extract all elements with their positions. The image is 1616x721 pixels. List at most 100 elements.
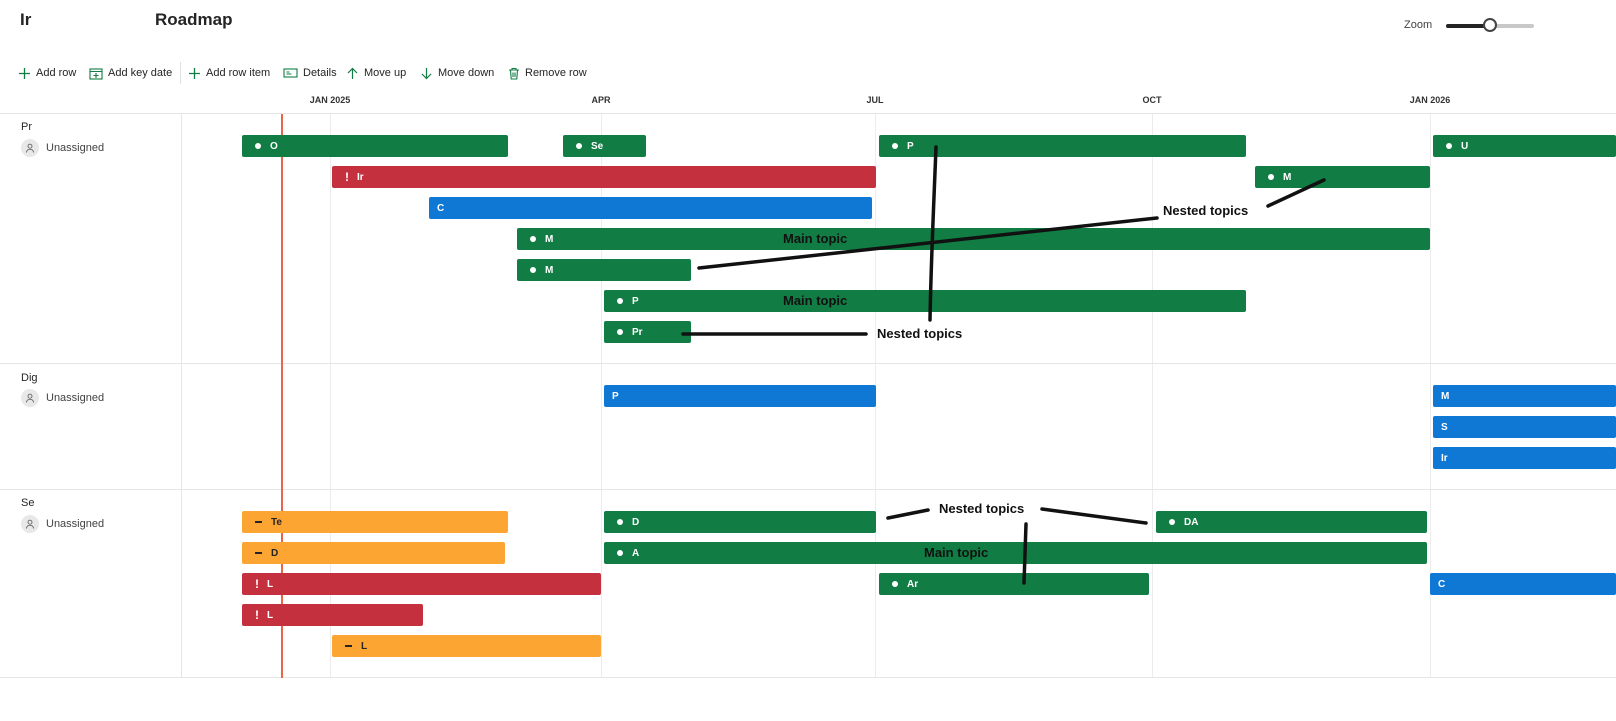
roadmap-item[interactable]: U [1433, 135, 1616, 157]
dash-icon [255, 521, 262, 523]
roadmap-item-label: L [267, 578, 274, 590]
roadmap-item-label: DA [1184, 516, 1199, 528]
roadmap-item-label: Te [271, 516, 282, 528]
move-up-label: Move up [364, 67, 407, 79]
details-button[interactable]: Details [283, 58, 337, 88]
roadmap-item[interactable]: Te [242, 511, 508, 533]
roadmap-item[interactable]: Pr [604, 321, 691, 343]
roadmap-item[interactable]: O [242, 135, 508, 157]
roadmap-item-label: L [267, 609, 274, 621]
row-owner[interactable]: Unassigned [21, 389, 104, 407]
grid-line [330, 114, 331, 678]
add-key-date-label: Add key date [108, 67, 173, 79]
roadmap-item[interactable]: Ir [1433, 447, 1616, 469]
dash-icon [345, 645, 352, 647]
app-title: Ir [20, 10, 32, 29]
roadmap-item-label: M [545, 233, 554, 245]
status-dot-icon [617, 329, 623, 335]
row-name[interactable]: Pr [21, 121, 32, 133]
status-dot-icon [892, 581, 898, 587]
roadmap-item[interactable]: P [604, 290, 1246, 312]
alert-icon: ! [255, 577, 259, 591]
details-card-icon [283, 68, 298, 78]
row-name[interactable]: Se [21, 497, 35, 509]
roadmap-item[interactable]: M [517, 228, 1430, 250]
move-up-button[interactable]: Move up [346, 58, 406, 88]
add-row-button[interactable]: Add row [18, 58, 76, 88]
roadmap-item[interactable]: S [1433, 416, 1616, 438]
zoom-slider-fill [1446, 24, 1490, 28]
grid-line [1430, 114, 1431, 678]
roadmap-item-label: M [1283, 171, 1292, 183]
remove-row-button[interactable]: Remove row [508, 58, 587, 88]
status-dot-icon [617, 550, 623, 556]
grid-line [1152, 114, 1153, 678]
row-label-column-border [181, 114, 182, 678]
month-label: JAN 2025 [309, 95, 351, 105]
add-row-item-button[interactable]: Add row item [188, 58, 270, 88]
add-key-date-button[interactable]: Add key date [89, 58, 172, 88]
status-dot-icon [576, 143, 582, 149]
roadmap-item[interactable]: C [1430, 573, 1616, 595]
row-owner-label: Unassigned [46, 392, 105, 404]
plus-icon [19, 67, 30, 79]
row-owner-label: Unassigned [46, 142, 105, 154]
zoom-slider-thumb[interactable] [1483, 18, 1497, 32]
status-dot-icon [617, 519, 623, 525]
roadmap-item[interactable]: L [332, 635, 601, 657]
month-label: JUL [866, 95, 884, 105]
details-label: Details [303, 67, 337, 79]
row-owner[interactable]: Unassigned [21, 139, 104, 157]
row-name[interactable]: Dig [21, 372, 38, 384]
row-divider [0, 677, 1616, 678]
roadmap-item[interactable]: ! Ir [332, 166, 876, 188]
row-divider [0, 363, 1616, 364]
roadmap-item-label: Ar [907, 578, 919, 590]
move-down-button[interactable]: Move down [420, 58, 494, 88]
roadmap-item[interactable]: A [604, 542, 1427, 564]
roadmap-item-label: Ir [357, 171, 364, 183]
status-dot-icon [530, 236, 536, 242]
calendar-add-icon [89, 67, 103, 80]
status-dot-icon [530, 267, 536, 273]
roadmap-item[interactable]: M [1255, 166, 1430, 188]
page-title: Roadmap [155, 10, 233, 29]
avatar-icon [21, 389, 39, 407]
grid-line [601, 114, 602, 678]
move-down-label: Move down [438, 67, 495, 79]
row-divider [0, 489, 1616, 490]
roadmap-item[interactable]: P [879, 135, 1246, 157]
roadmap-item[interactable]: Se [563, 135, 646, 157]
remove-row-label: Remove row [525, 67, 587, 79]
arrow-down-icon [421, 67, 432, 79]
roadmap-item[interactable]: ! L [242, 604, 423, 626]
roadmap-item[interactable]: D [242, 542, 505, 564]
roadmap-item-label: D [632, 516, 640, 528]
status-dot-icon [1446, 143, 1452, 149]
roadmap-item[interactable]: D [604, 511, 876, 533]
roadmap-item[interactable]: M [1433, 385, 1616, 407]
roadmap-item-label: P [632, 295, 639, 307]
dash-icon [255, 552, 262, 554]
roadmap-item-label: Ir [1441, 452, 1448, 464]
add-row-label: Add row [36, 67, 77, 79]
roadmap-item-label: S [1441, 421, 1448, 433]
roadmap-item[interactable]: ! L [242, 573, 601, 595]
roadmap-item-label: C [437, 202, 445, 214]
status-dot-icon [255, 143, 261, 149]
roadmap-item[interactable]: M [517, 259, 691, 281]
roadmap-item-label: U [1461, 140, 1469, 152]
roadmap-item[interactable]: Ar [879, 573, 1149, 595]
alert-icon: ! [345, 170, 349, 184]
row-owner[interactable]: Unassigned [21, 515, 104, 533]
roadmap-item[interactable]: C [429, 197, 872, 219]
plus-icon [189, 67, 200, 79]
roadmap-item-label: M [545, 264, 554, 276]
status-dot-icon [617, 298, 623, 304]
app-header: Ir Roadmap Zoom [0, 0, 1616, 52]
roadmap-item[interactable]: P [604, 385, 876, 407]
zoom-slider[interactable] [1446, 18, 1534, 32]
alert-icon: ! [255, 608, 259, 622]
annotation-nested-topics: Nested topics [877, 326, 963, 341]
roadmap-item[interactable]: DA [1156, 511, 1427, 533]
